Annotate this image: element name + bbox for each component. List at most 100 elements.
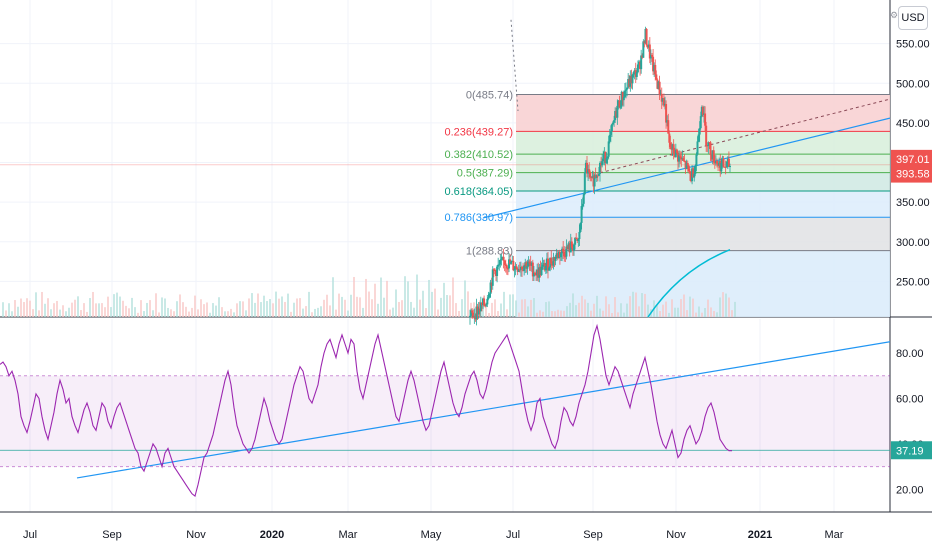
volume-bar — [170, 309, 172, 317]
trendline-dashed — [599, 98, 891, 174]
candle-body — [502, 256, 505, 261]
volume-bar — [569, 302, 571, 317]
candle-body — [681, 158, 684, 160]
y-tick-label: 250.00 — [896, 276, 930, 288]
volume-bar — [515, 300, 517, 317]
volume-bar — [212, 303, 214, 317]
candle-body — [561, 248, 564, 254]
candle-body — [717, 163, 720, 166]
volume-bar — [179, 294, 181, 317]
volume-bar — [686, 310, 688, 317]
candle-body — [595, 175, 598, 178]
candle-body — [651, 55, 653, 57]
volume-bar — [590, 310, 592, 317]
volume-bar — [347, 310, 349, 317]
fib-level-label: 0.236(439.27) — [445, 126, 514, 138]
candle-body — [680, 156, 683, 160]
candle-body — [670, 147, 673, 150]
candle-body — [621, 91, 624, 101]
volume-bar — [464, 280, 466, 317]
volume-bar — [326, 294, 328, 317]
candle-body — [662, 98, 665, 106]
volume-bar — [287, 293, 289, 317]
candle-body — [665, 104, 668, 123]
volume-bar — [413, 307, 415, 317]
y-tick-label: 450.00 — [896, 118, 930, 130]
volume-bar — [56, 300, 58, 317]
fib-zone — [516, 131, 890, 155]
price-tag — [891, 164, 932, 183]
volume-bar — [554, 311, 556, 317]
volume-bar — [701, 312, 703, 317]
rsi-line — [0, 323, 732, 498]
volume-bar — [53, 303, 55, 317]
volume-bar — [77, 296, 79, 317]
volume-bar — [389, 309, 391, 317]
candle-body — [679, 155, 682, 157]
volume-bar — [671, 299, 673, 317]
candle-body — [655, 74, 658, 80]
currency-button[interactable]: USD — [898, 6, 928, 30]
y-tick-label: 300.00 — [896, 237, 930, 249]
volume-bar — [290, 311, 292, 317]
candle-body — [517, 269, 520, 272]
candle-body — [519, 266, 522, 270]
candle-body — [656, 79, 659, 89]
volume-bar — [602, 310, 604, 317]
candle-body — [499, 259, 502, 265]
y-tick-label: 550.00 — [896, 39, 930, 51]
volume-bar — [131, 297, 133, 317]
volume-bar — [575, 305, 577, 317]
candle-body — [691, 168, 694, 182]
volume-bar — [332, 277, 334, 317]
candle-body — [490, 282, 493, 286]
candle-body — [503, 260, 506, 265]
volume-bar — [710, 307, 712, 317]
volume-bar — [308, 291, 310, 317]
candle-body — [540, 266, 543, 276]
volume-bar — [503, 291, 505, 317]
candle-body — [671, 144, 674, 150]
volume-bar — [59, 309, 61, 317]
candle-body — [672, 144, 675, 154]
volume-bar — [293, 302, 295, 317]
volume-bar — [587, 302, 589, 317]
candle-body — [628, 78, 631, 87]
volume-bar — [233, 312, 235, 317]
gear-icon[interactable]: ⚙ — [890, 10, 899, 20]
volume-bar — [284, 301, 286, 317]
candle-body — [531, 262, 534, 277]
volume-bar — [728, 297, 730, 317]
candle-body — [473, 315, 476, 317]
volume-bar — [395, 289, 397, 317]
volume-bar — [239, 301, 241, 317]
volume-bar — [11, 311, 13, 317]
candle-body — [492, 269, 495, 271]
candle-body — [604, 151, 607, 164]
volume-bar — [623, 312, 625, 317]
candle-body — [678, 155, 681, 162]
candle-body — [486, 298, 489, 305]
candle-body — [554, 256, 557, 261]
candle-body — [661, 98, 664, 102]
volume-bar — [122, 300, 124, 317]
fib-level-label: 0.382(410.52) — [445, 149, 514, 161]
candle-body — [496, 266, 499, 276]
candle-body — [524, 262, 527, 266]
volume-bar — [665, 301, 667, 317]
candle-body — [515, 266, 518, 269]
volume-bar — [203, 304, 205, 317]
volume-bar — [452, 277, 454, 317]
volume-bar — [248, 298, 250, 317]
candle-body — [596, 175, 599, 177]
volume-bar — [176, 301, 178, 317]
price-tag-label: 393.58 — [896, 169, 930, 181]
candle-body — [511, 260, 514, 262]
candle-body — [541, 264, 544, 267]
volume-bar — [263, 295, 265, 317]
candle-body — [483, 298, 486, 306]
volume-bar — [392, 307, 394, 317]
candle-body — [619, 106, 622, 108]
candle-body — [618, 100, 621, 108]
volume-bar — [632, 291, 634, 317]
